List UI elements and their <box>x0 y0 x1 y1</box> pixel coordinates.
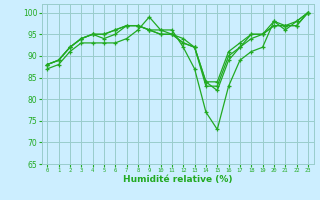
X-axis label: Humidité relative (%): Humidité relative (%) <box>123 175 232 184</box>
